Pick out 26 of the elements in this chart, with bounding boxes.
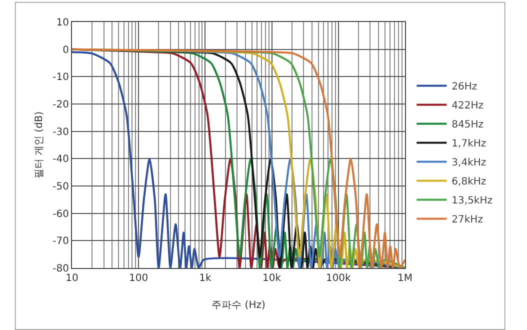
x-tick-label: 100: [129, 273, 148, 284]
y-tick-label: -50: [52, 182, 69, 192]
y-tick-label: 0: [62, 44, 69, 56]
y-tick-label: -60: [52, 208, 69, 220]
legend-label: 6,8kHz: [452, 176, 486, 188]
y-tick-label: -30: [52, 126, 69, 138]
legend-label: 13,5kHz: [452, 196, 492, 207]
y-axis-title: 필터 게인 (dB): [34, 111, 45, 179]
legend-label: 3,4kHz: [452, 158, 486, 169]
x-tick-label: 100k: [326, 273, 352, 284]
y-tick-label: -10: [52, 72, 69, 84]
y-tick-label: 10: [56, 18, 69, 28]
legend-label: 422Hz: [452, 100, 484, 112]
x-tick-label: 1k: [199, 273, 212, 284]
x-tick-label: 10: [66, 273, 78, 284]
legend-label: 1,7kHz: [452, 138, 486, 150]
y-tick-label: -40: [52, 154, 69, 166]
legend-label: 26Hz: [452, 82, 478, 93]
x-tick-label: 10k: [262, 273, 282, 284]
legend-label: 845Hz: [452, 120, 484, 131]
x-tick-label: 1M: [398, 273, 412, 284]
y-tick-label: -20: [52, 100, 69, 110]
x-axis-title: 주파수 (Hz): [212, 300, 266, 311]
y-tick-label: -70: [52, 236, 69, 248]
legend-label: 27kHz: [452, 214, 483, 226]
y-tick-label: -80: [52, 264, 69, 274]
